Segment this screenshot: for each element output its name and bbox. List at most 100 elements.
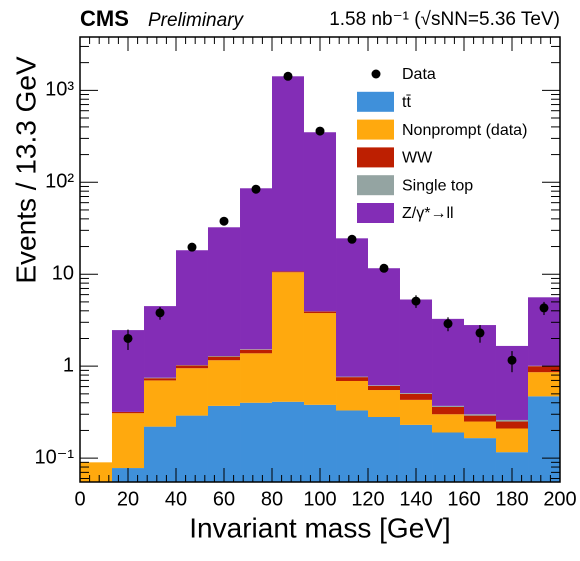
bar-segment [528,396,560,492]
legend-label: tt̄ [402,94,411,111]
y-axis-title: Events / 13.3 GeV [10,56,41,284]
bar-segment [464,438,496,492]
data-point [348,235,357,244]
legend-swatch [357,175,394,195]
bar-segment [464,414,496,415]
bar-segment [112,413,144,468]
bar-segment [400,394,432,400]
bar-segment [144,378,176,380]
y-tick-label: 10² [45,171,74,193]
bar-segment [208,356,240,357]
bar-segment [112,412,144,413]
bar-segment [176,416,208,492]
bar-segment [304,313,336,405]
bar-segment [304,312,336,314]
bar-segment [272,272,304,402]
legend-swatch [357,203,394,223]
bar-segment [144,380,176,426]
bar-segment [368,390,400,417]
data-point [283,72,292,81]
data-point [444,319,453,328]
data-point [412,297,421,306]
data-point [156,308,165,317]
bar-segment [208,227,240,356]
bar-segment [336,377,368,378]
bar-segment [272,402,304,492]
lumi: 1.58 nb⁻¹ (√sNN=5.36 TeV) [329,9,560,30]
data-point [475,328,484,337]
x-axis-title: Invariant mass [GeV] [189,512,450,543]
bar-segment [176,365,208,368]
y-tick-label: 10 [52,263,74,285]
x-tick-label: 100 [303,488,336,510]
x-tick-label: 120 [351,488,384,510]
bar-segment [240,350,272,354]
bar-segment [336,381,368,410]
data-point [316,127,325,136]
bar-segment [272,76,304,271]
bar-segment [400,400,432,425]
bar-segment [336,377,368,381]
legend-label: Data [402,66,436,83]
bar-segment [240,349,272,350]
bar-segment [304,132,336,311]
bar-segment [368,417,400,492]
legend-label: WW [402,150,433,167]
data-point [540,303,549,312]
data-point [252,185,261,194]
data-point [508,356,517,365]
bar-segment [432,407,464,414]
bar-segment [368,385,400,386]
experiment: CMS [80,6,129,31]
legend-swatch [357,120,394,140]
x-tick-label: 0 [74,488,85,510]
bar-segment [432,432,464,492]
legend-swatch [357,92,394,112]
y-tick-label: 10³ [45,79,74,101]
bar-segment [208,357,240,361]
x-tick-label: 60 [213,488,235,510]
bar-segment [144,378,176,379]
bar-segment [496,420,528,422]
bar-segment [208,360,240,406]
bar-segment [464,422,496,439]
bar-segment [496,422,528,429]
bar-segment [432,319,464,406]
status: Preliminary [148,10,245,31]
bar-segment [528,366,560,372]
bar-segment [496,428,528,452]
bar-segment [240,188,272,349]
legend-label: Nonprompt (data) [402,122,527,139]
x-tick-label: 40 [165,488,187,510]
x-tick-label: 140 [399,488,432,510]
bar-segment [432,414,464,432]
x-tick-label: 20 [117,488,139,510]
y-tick-label: 10⁻¹ [35,446,75,468]
legend-swatch [357,147,394,167]
data-point [187,243,196,252]
bar-segment [528,372,560,396]
legend-label: Z/γ*→ll [402,205,454,222]
bar-segment [368,268,400,385]
bar-segment [240,353,272,402]
y-tick-label: 1 [63,354,74,376]
x-tick-label: 180 [495,488,528,510]
legend-marker [372,70,381,79]
bar-segment [400,393,432,394]
data-point [124,334,133,343]
bar-segment [240,403,272,492]
x-tick-label: 160 [447,488,480,510]
bar-segment [336,410,368,492]
bar-segment [336,238,368,376]
bar-segment [368,386,400,390]
bar-segment [400,299,432,393]
x-tick-label: 200 [543,488,576,510]
bar-segment [272,271,304,272]
bar-segment [432,406,464,407]
x-tick-label: 80 [261,488,283,510]
bar-segment [176,250,208,365]
data-point [379,264,388,273]
bar-segment [176,368,208,415]
data-point [220,217,229,226]
